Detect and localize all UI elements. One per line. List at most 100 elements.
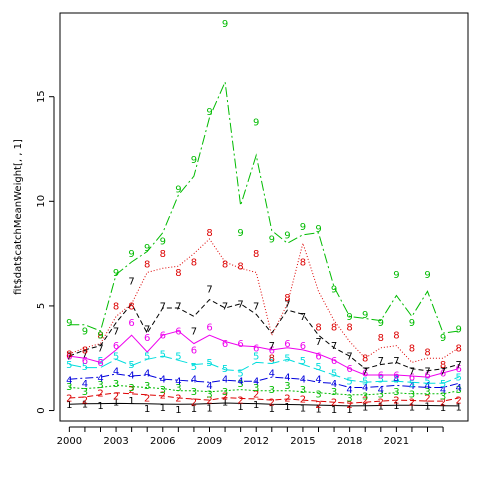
obs-label-age-1: 1 [191,404,197,415]
obs-label-age-1: 1 [113,397,119,408]
series-layer [69,80,459,407]
obs-label-age-9: 9 [346,312,352,323]
obs-label-age-1: 1 [424,401,430,412]
obs-label-age-1: 1 [206,404,212,415]
obs-label-age-2: 2 [82,396,88,407]
obs-label-age-8: 8 [113,301,119,312]
obs-label-age-7: 7 [362,366,368,377]
obs-label-age-8: 8 [206,228,212,239]
obs-label-age-5: 5 [237,368,243,379]
obs-label-age-3: 3 [222,387,228,398]
obs-label-age-8: 8 [456,343,462,354]
obs-label-age-9: 9 [456,324,462,335]
obs-label-age-3: 3 [346,394,352,405]
obs-label-age-3: 3 [66,382,72,393]
series-line-age-7 [69,298,459,372]
obs-label-age-3: 3 [237,379,243,390]
obs-label-age-5: 5 [253,352,259,363]
obs-label-age-8: 8 [346,322,352,333]
obs-label-age-9: 9 [191,155,197,166]
obs-label-age-4: 4 [160,375,166,386]
x-tick-label: 2006 [150,436,175,447]
obs-label-age-7: 7 [331,341,337,352]
obs-label-age-6: 6 [144,333,150,344]
obs-label-age-9: 9 [237,228,243,239]
obs-label-age-1: 1 [160,403,166,414]
obs-label-age-6: 6 [97,358,103,369]
obs-label-age-9: 9 [66,318,72,329]
obs-label-age-7: 7 [128,276,134,287]
obs-label-age-7: 7 [300,312,306,323]
obs-label-age-7: 7 [409,366,415,377]
obs-label-age-6: 6 [128,318,134,329]
x-tick-label: 2021 [384,436,409,447]
obs-label-age-2: 2 [97,388,103,399]
obs-label-age-3: 3 [424,387,430,398]
obs-label-age-4: 4 [128,371,134,382]
obs-label-age-4: 4 [362,383,368,394]
obs-label-age-7: 7 [97,343,103,354]
obs-label-age-5: 5 [393,375,399,386]
obs-label-age-3: 3 [269,385,275,396]
obs-label-age-6: 6 [175,327,181,338]
obs-label-age-1: 1 [346,405,352,416]
series-line-age-1 [69,402,459,407]
obs-label-age-5: 5 [222,364,228,375]
obs-label-age-5: 5 [160,350,166,361]
obs-label-age-2: 2 [362,396,368,407]
obs-label-age-2: 2 [315,400,321,411]
obs-label-age-3: 3 [284,381,290,392]
obs-label-age-9: 9 [113,268,119,279]
obs-label-age-4: 4 [222,375,228,386]
obs-label-age-7: 7 [206,285,212,296]
obs-label-age-4: 4 [378,385,384,396]
obs-label-age-7: 7 [82,350,88,361]
obs-label-age-2: 2 [284,394,290,405]
obs-label-age-9: 9 [253,117,259,128]
obs-label-age-5: 5 [144,352,150,363]
obs-label-age-6: 6 [315,352,321,363]
obs-label-age-9: 9 [362,310,368,321]
x-tick-label: 2018 [337,436,362,447]
obs-label-age-8: 8 [269,354,275,365]
obs-label-age-6: 6 [331,356,337,367]
obs-label-age-1: 1 [440,403,446,414]
obs-label-age-6: 6 [66,352,72,363]
obs-label-age-7: 7 [253,301,259,312]
obs-label-age-6: 6 [424,371,430,382]
obs-label-age-9: 9 [378,318,384,329]
obs-label-age-3: 3 [456,385,462,396]
obs-label-age-1: 1 [222,398,228,409]
obs-label-age-5: 5 [269,356,275,367]
obs-label-age-9: 9 [82,327,88,338]
obs-label-age-2: 2 [66,394,72,405]
obs-label-age-5: 5 [97,356,103,367]
obs-label-age-9: 9 [175,184,181,195]
obs-label-age-8: 8 [409,343,415,354]
obs-label-age-8: 8 [300,258,306,269]
obs-label-age-2: 2 [113,391,119,402]
obs-label-age-7: 7 [378,356,384,367]
obs-label-age-5: 5 [175,352,181,363]
obs-label-age-4: 4 [456,383,462,394]
obs-label-age-1: 1 [237,402,243,413]
obs-label-age-8: 8 [424,348,430,359]
obs-label-age-6: 6 [362,368,368,379]
obs-label-age-9: 9 [222,19,228,30]
obs-label-age-8: 8 [144,260,150,271]
obs-label-age-6: 6 [346,364,352,375]
obs-label-age-9: 9 [284,230,290,241]
obs-label-age-2: 2 [191,398,197,409]
obs-label-age-5: 5 [456,373,462,384]
series-line-age-2 [69,392,459,404]
obs-label-age-7: 7 [456,360,462,371]
obs-label-age-3: 3 [113,379,119,390]
obs-label-age-2: 2 [456,396,462,407]
obs-label-age-4: 4 [424,381,430,392]
obs-label-age-8: 8 [331,322,337,333]
obs-label-age-8: 8 [191,258,197,269]
x-tick-label: 2015 [290,436,315,447]
obs-label-age-5: 5 [424,377,430,388]
obs-label-age-5: 5 [409,379,415,390]
obs-label-age-1: 1 [128,396,134,407]
